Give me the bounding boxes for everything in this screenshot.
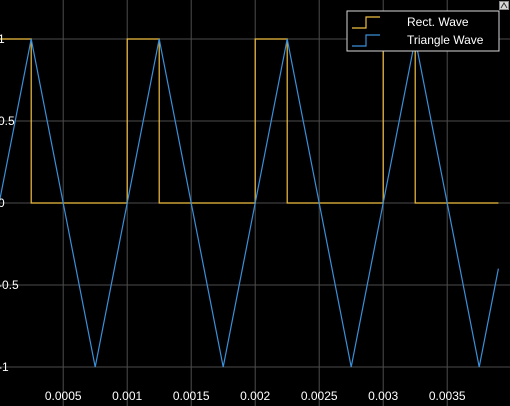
legend-swatch [352, 34, 380, 47]
y-tick-label: -0.5 [0, 278, 19, 292]
x-axis-tick-labels: 0.0005 0.001 0.0015 0.002 0.0025 0.003 0.0035 [45, 389, 466, 403]
series-lines [0, 38, 499, 368]
x-tick-label: 0.003 [368, 389, 398, 403]
y-tick-label: -1 [0, 360, 9, 374]
y-tick-label: 1 [0, 32, 5, 46]
legend-box [346, 10, 500, 52]
legend-label: Triangle Wave [407, 33, 484, 47]
x-tick-label: 0.0035 [429, 389, 466, 403]
series-line-triangle-wave [0, 38, 499, 368]
legend-swatch [352, 16, 380, 29]
x-tick-label: 0.001 [112, 389, 142, 403]
y-tick-label: 0 [0, 196, 5, 210]
legend-label: Rect. Wave [407, 15, 469, 29]
expand-icon[interactable] [499, 1, 509, 10]
x-tick-label: 0.0025 [301, 389, 338, 403]
legend: Rect. Wave Triangle Wave [346, 10, 500, 52]
y-tick-label: 0.5 [0, 114, 15, 128]
x-tick-label: 0.0015 [173, 389, 210, 403]
x-tick-label: 0.0005 [45, 389, 82, 403]
x-tick-label: 0.002 [240, 389, 270, 403]
y-axis-tick-labels: 1 0.5 0 -0.5 -1 [0, 32, 19, 374]
